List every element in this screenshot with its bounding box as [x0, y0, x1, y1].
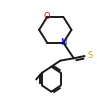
Text: O: O [44, 12, 51, 21]
Text: N: N [60, 38, 67, 47]
Text: S: S [87, 51, 92, 60]
